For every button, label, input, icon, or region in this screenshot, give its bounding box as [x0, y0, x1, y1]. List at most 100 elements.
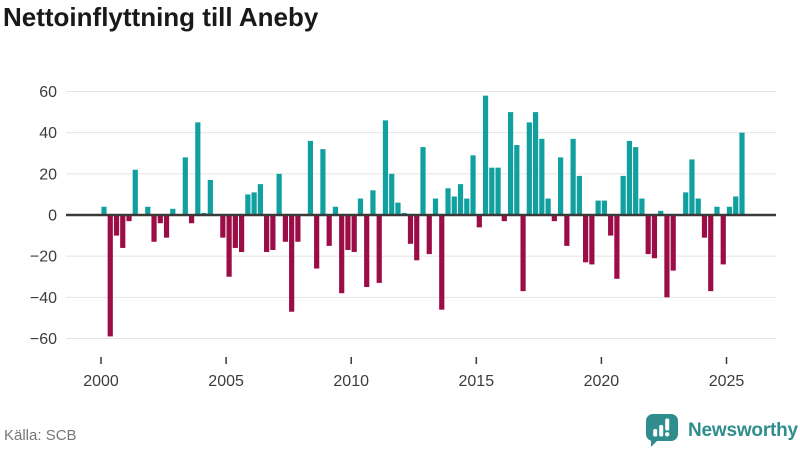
bar	[445, 188, 451, 215]
y-axis-label: 60	[39, 84, 57, 101]
bar	[357, 198, 364, 215]
bar	[101, 206, 107, 215]
bar	[526, 122, 532, 215]
bar	[289, 215, 295, 312]
bar	[701, 215, 708, 238]
bar	[226, 215, 232, 277]
x-axis-label: 2020	[584, 373, 620, 390]
x-axis-label: 2010	[333, 373, 369, 390]
bar	[376, 215, 382, 283]
bar	[239, 215, 245, 253]
bar	[432, 198, 439, 215]
x-axis-label: 2005	[208, 373, 244, 390]
bar	[576, 175, 582, 215]
bar	[245, 194, 251, 215]
bar	[314, 215, 320, 269]
bar	[113, 215, 120, 236]
bar	[664, 215, 670, 298]
bar	[320, 149, 326, 215]
bar	[257, 184, 263, 215]
bar	[420, 147, 426, 215]
bar	[514, 145, 520, 215]
y-axis-label: −40	[30, 290, 57, 307]
x-axis-label: 2000	[83, 373, 119, 390]
bar	[589, 215, 595, 265]
bar	[389, 173, 395, 215]
bar	[683, 192, 689, 215]
bar	[345, 215, 351, 250]
bar	[188, 215, 195, 224]
source-note: Källa: SCB	[4, 427, 77, 444]
bar	[295, 215, 301, 242]
bar	[439, 215, 445, 310]
bar	[689, 159, 695, 215]
bar	[558, 157, 564, 215]
bar	[739, 132, 745, 215]
bar	[157, 215, 163, 224]
bar	[120, 215, 126, 248]
bar	[695, 198, 701, 215]
bar	[426, 215, 432, 255]
bar	[670, 215, 676, 271]
bar	[633, 147, 639, 215]
bar	[551, 215, 557, 222]
bar	[232, 215, 238, 248]
y-axis-label: −20	[30, 249, 57, 266]
bar	[364, 215, 370, 288]
brand-logo: Newsworthy	[645, 413, 798, 448]
bar	[482, 95, 489, 215]
y-axis-label: 0	[48, 208, 57, 225]
x-axis-label: 2015	[459, 373, 495, 390]
bar	[583, 215, 589, 263]
bar	[651, 215, 658, 259]
bar	[489, 167, 495, 215]
bar	[608, 215, 614, 236]
newsworthy-chart-bubble-icon	[645, 413, 679, 448]
bar	[195, 122, 201, 215]
bar	[132, 169, 138, 215]
bar	[507, 112, 514, 215]
bar	[382, 120, 389, 215]
bar	[339, 215, 345, 294]
bar	[570, 138, 576, 215]
bar	[414, 215, 420, 261]
bar	[733, 196, 739, 215]
bar	[539, 138, 545, 215]
bar	[626, 140, 633, 215]
bar	[595, 200, 601, 215]
bar	[395, 202, 401, 215]
bar	[564, 215, 570, 246]
bar	[264, 215, 270, 253]
bar	[658, 210, 664, 215]
bar	[126, 215, 132, 222]
bar	[720, 215, 726, 265]
bar	[708, 215, 714, 292]
bar	[207, 180, 213, 215]
brand-name: Newsworthy	[688, 419, 798, 441]
bar	[307, 140, 314, 215]
bar	[470, 155, 476, 215]
bar	[464, 198, 470, 215]
y-axis-label: 40	[39, 125, 57, 142]
chart-title: Nettoinflyttning till Aneby	[3, 2, 319, 32]
bar	[639, 198, 645, 215]
bar	[326, 215, 332, 246]
bar	[170, 208, 176, 215]
bar	[407, 215, 414, 244]
bar	[251, 192, 257, 215]
bar	[545, 198, 551, 215]
bar	[107, 215, 113, 337]
bar	[282, 215, 288, 242]
bar	[220, 215, 226, 238]
bar	[276, 173, 282, 215]
bar	[645, 215, 651, 255]
bar	[601, 200, 607, 215]
bar	[182, 157, 188, 215]
bar	[501, 215, 507, 222]
bar	[614, 215, 620, 279]
bar	[151, 215, 157, 242]
bar	[726, 206, 733, 215]
bar	[270, 215, 276, 250]
bar	[332, 206, 339, 215]
